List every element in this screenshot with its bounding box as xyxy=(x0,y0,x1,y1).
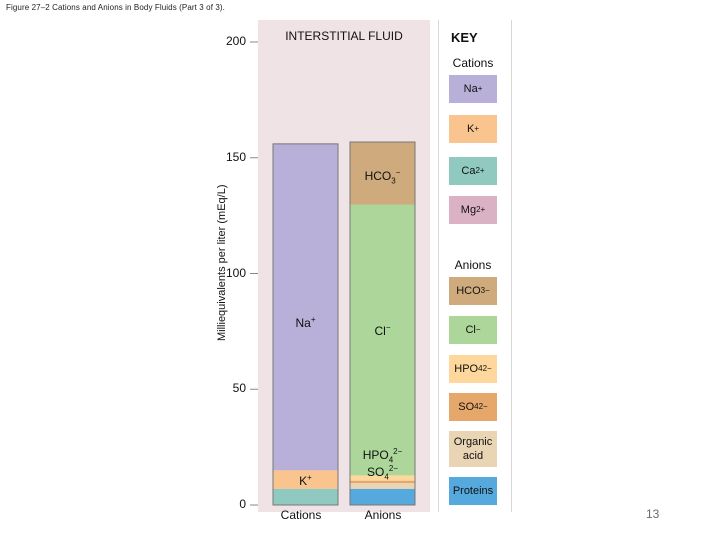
y-tick-label-50: 50 xyxy=(232,381,246,396)
legend-swatch-cl: Cl − xyxy=(449,316,497,344)
bar-anions-cl xyxy=(350,204,415,476)
bar-cations-ca xyxy=(273,488,338,505)
bar-cations-na xyxy=(273,143,338,471)
legend-swatch-hco3: HCO 3− xyxy=(449,277,497,305)
y-tick-label-0: 0 xyxy=(239,497,246,511)
chart-title: INTERSTITIAL FLUID xyxy=(285,29,403,43)
legend-swatch-organic: Organic acid xyxy=(449,431,497,467)
y-tick-label-100: 100 xyxy=(225,265,246,280)
legend-swatch-ca: Ca 2+ xyxy=(449,157,497,185)
legend-swatch-proteins: Proteins xyxy=(449,477,497,505)
y-tick-label-200: 200 xyxy=(225,34,246,48)
segment-label-hco3: HCO3− xyxy=(364,168,401,186)
bar-anions-proteins xyxy=(350,488,415,505)
x-label-anions: Anions xyxy=(364,508,402,522)
bar-anions-so4 xyxy=(350,480,415,484)
legend-swatch-na: Na + xyxy=(449,75,497,103)
bar-cations-k xyxy=(273,470,338,489)
bar-anions-hpo4 xyxy=(350,475,415,481)
legend-title: KEY xyxy=(451,30,478,45)
legend-swatch-so4: SO 4 2− xyxy=(449,393,497,421)
figure-caption: Figure 27–2 Cations and Anions in Body F… xyxy=(6,3,226,12)
x-label-cations: Cations xyxy=(280,508,322,522)
legend-anions-heading: Anions xyxy=(454,258,492,272)
bar-outline-anions xyxy=(349,141,416,506)
legend-swatch-hpo4: HPO 4 2− xyxy=(449,355,497,383)
y-tick-label-150: 150 xyxy=(225,149,246,164)
legend-swatch-k: K + xyxy=(449,115,497,143)
bar-outline-cations xyxy=(272,143,339,506)
bar-anions-organic xyxy=(350,483,415,489)
segment-label-na: Na+ xyxy=(295,315,316,330)
bar-anions-hco3 xyxy=(350,142,415,205)
segment-label-k: K+ xyxy=(299,473,312,488)
legend-cations-heading: Cations xyxy=(452,56,494,70)
segment-label-cl: Cl− xyxy=(374,323,391,338)
slide-number: 13 xyxy=(646,507,660,521)
segment-label-so4: SO42− xyxy=(367,464,398,482)
legend-swatch-mg: Mg 2+ xyxy=(449,196,497,224)
segment-label-hpo4: HPO42− xyxy=(362,447,403,465)
